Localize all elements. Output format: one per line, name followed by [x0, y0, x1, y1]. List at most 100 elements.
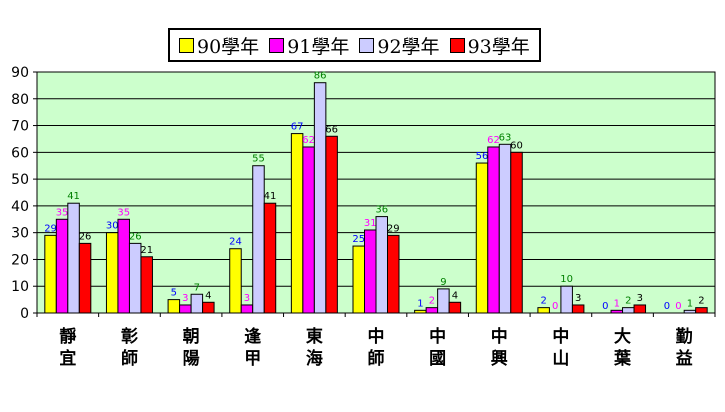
data-label: 3	[182, 293, 188, 304]
data-label: 41	[264, 191, 277, 202]
category-label: 海	[306, 348, 323, 369]
data-label: 66	[325, 124, 338, 135]
bar	[190, 293, 204, 314]
category-label: 中	[429, 326, 446, 347]
bar	[352, 245, 365, 314]
bar	[105, 232, 119, 314]
legend-item-2: 92學年	[359, 32, 440, 59]
bar	[375, 216, 388, 314]
data-label: 24	[229, 237, 242, 248]
category-label: 東	[306, 326, 323, 347]
data-label: 5	[171, 288, 177, 299]
y-tick-label: 50	[11, 172, 29, 188]
data-label: 3	[244, 293, 250, 304]
bar	[290, 133, 304, 314]
data-label: 26	[129, 231, 142, 242]
data-label: 1	[614, 298, 620, 309]
category-label: 中	[368, 326, 385, 347]
category-label: 甲	[244, 349, 261, 369]
y-tick-label: 0	[20, 306, 29, 322]
data-label: 2	[429, 296, 435, 307]
data-label: 1	[417, 298, 423, 309]
legend-label-2: 92學年	[377, 35, 440, 58]
bar	[414, 309, 427, 314]
legend: 90學年 91學年 92學年 93學年	[168, 28, 541, 62]
bar	[498, 143, 512, 314]
data-label: 9	[440, 277, 446, 288]
data-label: 21	[140, 245, 153, 256]
y-tick-label: 30	[11, 226, 29, 242]
data-label: 29	[387, 223, 400, 234]
bar	[179, 304, 192, 314]
bar	[510, 151, 523, 314]
data-label: 67	[291, 122, 304, 133]
data-label: 35	[117, 207, 130, 218]
bar	[622, 307, 635, 314]
category-label: 國	[429, 349, 446, 369]
bar	[325, 135, 338, 314]
y-tick-label: 10	[11, 279, 29, 295]
data-label: 62	[302, 135, 315, 146]
data-label: 2	[540, 296, 546, 307]
data-label: 29	[44, 223, 57, 234]
legend-label-0: 90學年	[197, 35, 260, 58]
category-label: 大	[614, 326, 631, 347]
bar	[240, 304, 254, 314]
bar	[55, 218, 69, 314]
bar	[202, 301, 215, 314]
category-label: 中	[552, 326, 569, 347]
legend-label-3: 93學年	[467, 35, 530, 58]
data-label: 2	[625, 296, 631, 307]
bar	[537, 307, 550, 314]
data-label: 30	[106, 221, 119, 232]
bar	[128, 242, 142, 314]
y-tick-label: 80	[11, 92, 29, 108]
bar	[571, 304, 585, 314]
legend-swatch-3	[449, 37, 465, 53]
category-label: 葉	[613, 348, 632, 369]
bar	[437, 288, 450, 314]
bar	[487, 146, 500, 314]
category-label: 陽	[183, 349, 200, 369]
data-label: 25	[352, 234, 365, 245]
legend-item-3: 93學年	[449, 32, 530, 59]
bar	[140, 256, 153, 314]
bar	[448, 301, 462, 314]
data-label: 35	[56, 207, 69, 218]
bar	[425, 307, 439, 314]
bar	[78, 242, 92, 314]
category-label: 山	[552, 349, 569, 369]
data-label: 0	[602, 301, 608, 312]
data-label: 0	[675, 301, 681, 312]
data-label: 56	[476, 151, 489, 162]
bar	[313, 82, 327, 314]
data-label: 60	[510, 140, 523, 151]
bar	[475, 162, 489, 314]
category-label: 師	[121, 348, 138, 369]
legend-swatch-0	[179, 37, 194, 53]
category-label: 師	[368, 348, 385, 369]
category-label: 益	[676, 348, 693, 369]
data-label: 0	[552, 301, 558, 312]
category-label: 勤	[676, 327, 693, 347]
bar	[252, 165, 265, 314]
data-label: 3	[637, 293, 643, 304]
data-label: 2	[698, 296, 704, 307]
legend-swatch-1	[269, 37, 285, 53]
data-label: 0	[664, 301, 670, 312]
bar	[117, 218, 130, 314]
bar	[560, 285, 573, 314]
legend-label-1: 91學年	[287, 35, 350, 58]
bar	[302, 146, 315, 314]
bar	[633, 304, 647, 314]
category-label: 朝	[183, 326, 200, 347]
y-tick-label: 90	[11, 65, 29, 81]
category-label: 逢	[244, 326, 261, 347]
y-tick-label: 60	[11, 145, 29, 161]
bar	[364, 229, 377, 314]
data-label: 62	[487, 135, 500, 146]
bar	[695, 307, 708, 314]
bar	[683, 309, 697, 314]
data-label: 10	[560, 274, 573, 285]
